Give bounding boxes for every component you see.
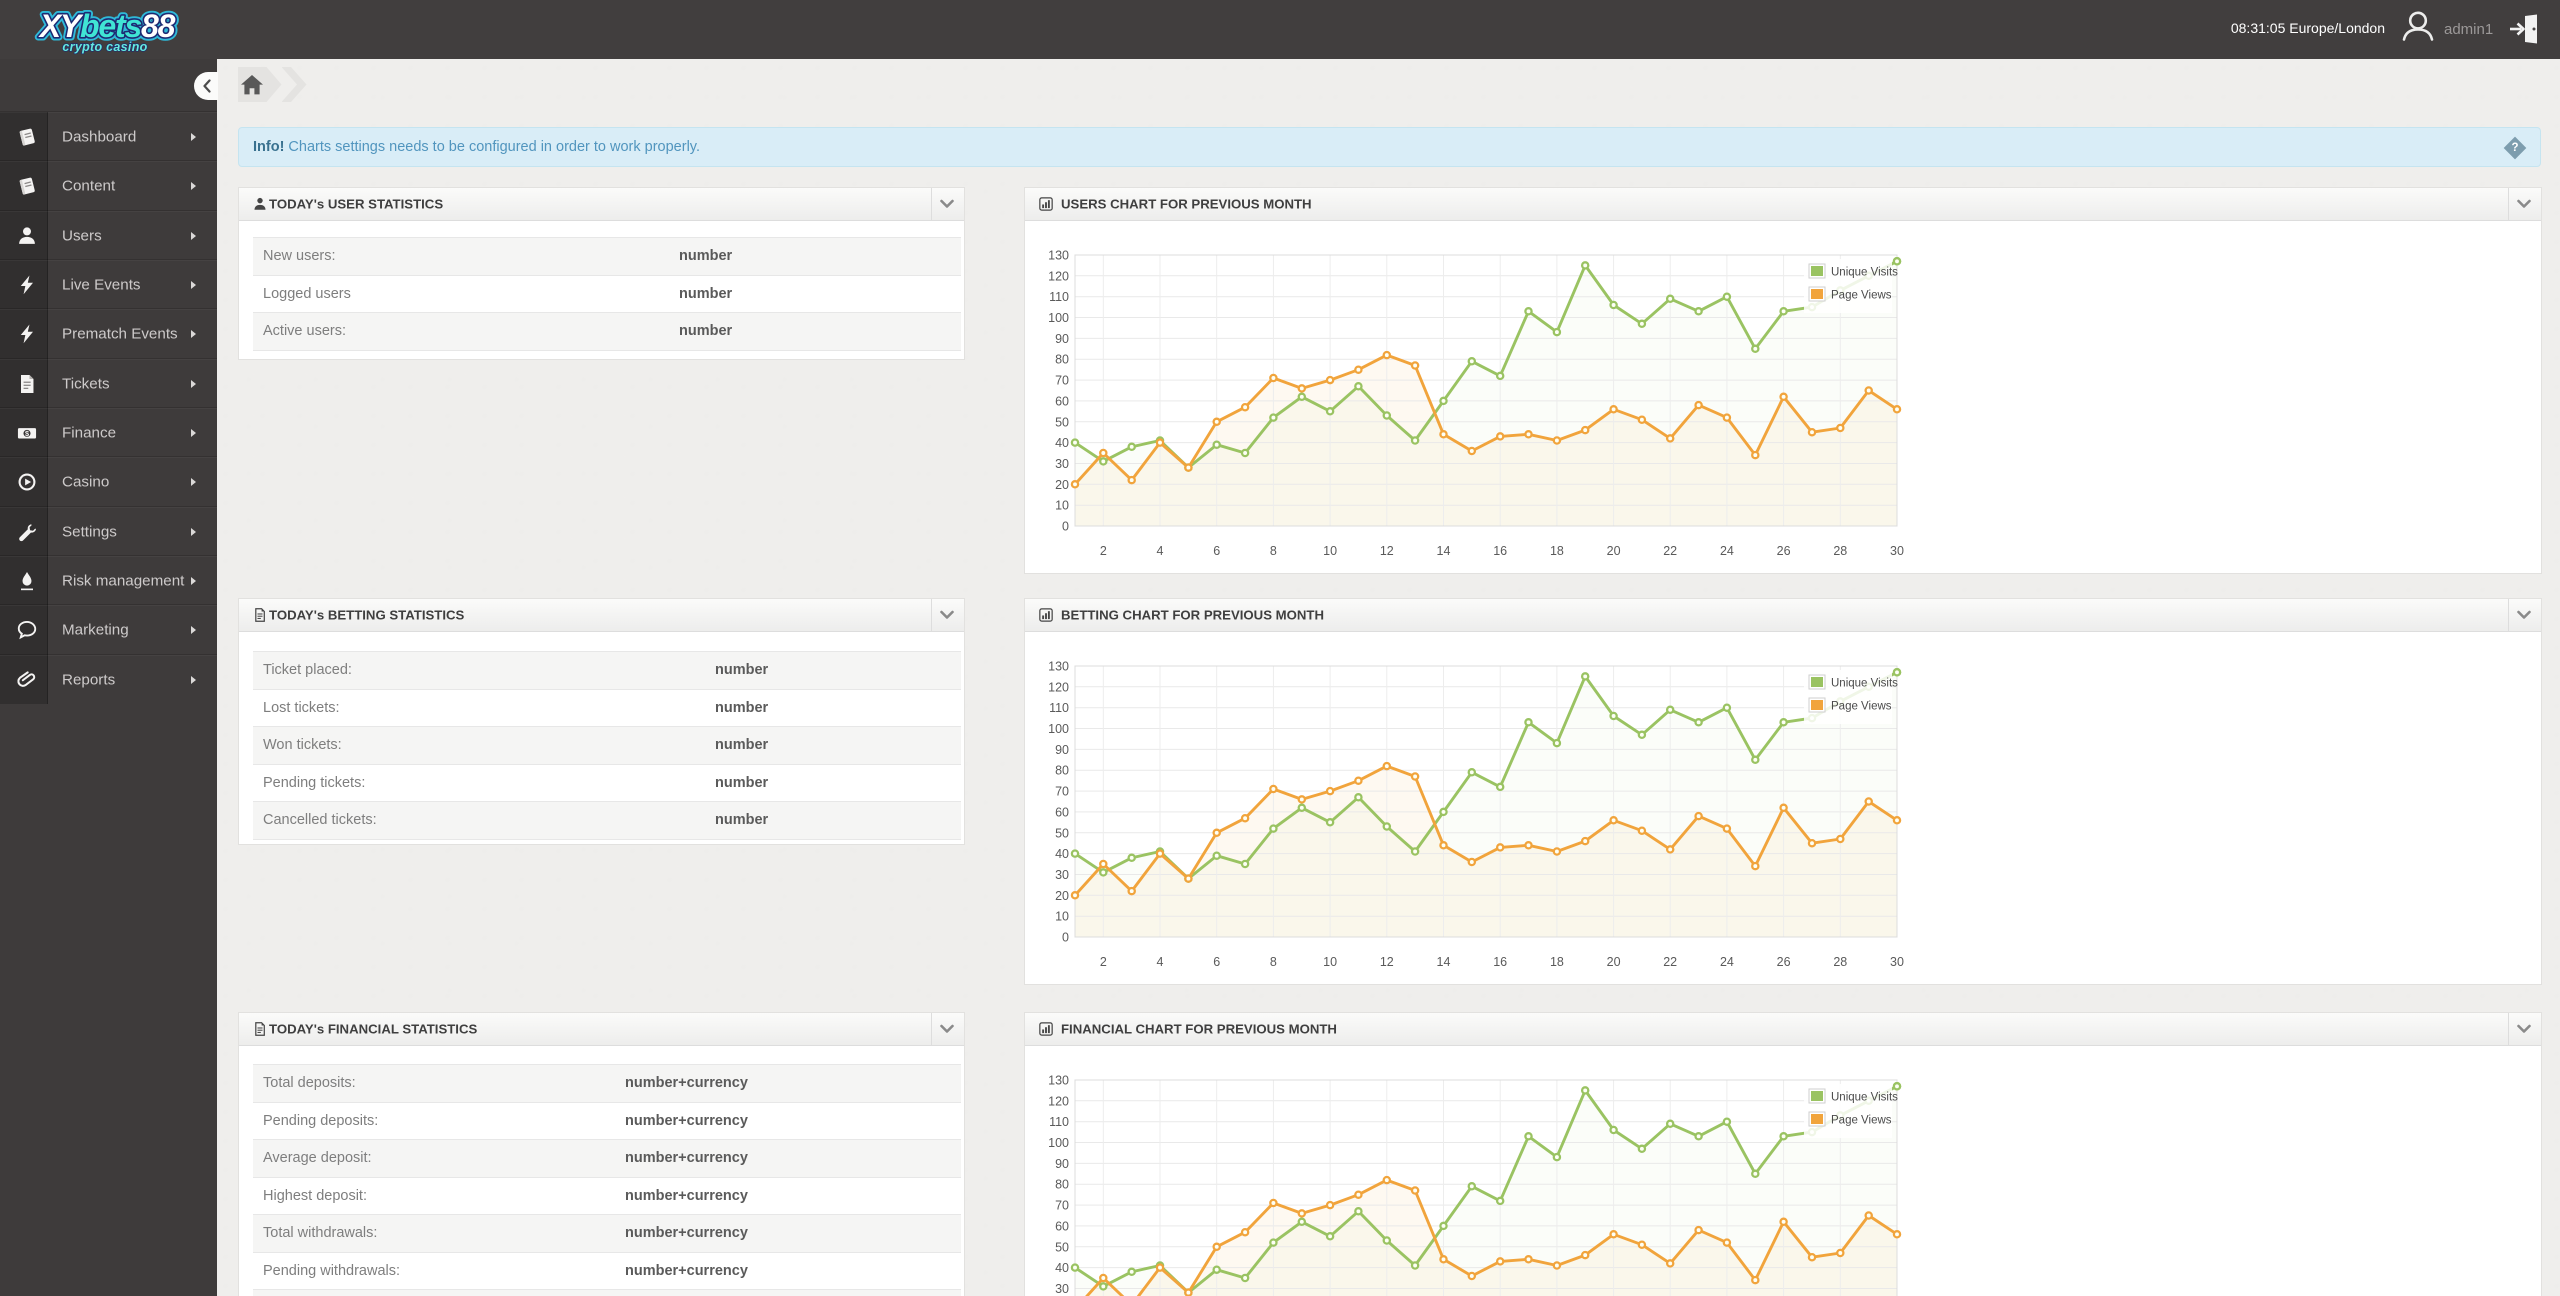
svg-text:12: 12 [1380,544,1394,558]
svg-text:16: 16 [1493,955,1507,969]
svg-text:50: 50 [1055,826,1069,840]
svg-text:18: 18 [1550,544,1564,558]
svg-text:10: 10 [1055,499,1069,513]
svg-text:14: 14 [1437,544,1451,558]
svg-text:0: 0 [1062,931,1069,945]
svg-text:28: 28 [1833,544,1847,558]
svg-text:130: 130 [1048,1074,1069,1088]
svg-text:10: 10 [1323,544,1337,558]
svg-text:50: 50 [1055,415,1069,429]
svg-text:24: 24 [1720,544,1734,558]
svg-text:XYbets88: XYbets88 [38,8,176,44]
svg-text:26: 26 [1777,544,1791,558]
svg-text:10: 10 [1055,910,1069,924]
svg-text:4: 4 [1157,544,1164,558]
svg-text:70: 70 [1055,785,1069,799]
svg-text:90: 90 [1055,743,1069,757]
svg-text:20: 20 [1607,544,1621,558]
svg-text:80: 80 [1055,764,1069,778]
svg-text:Unique Visits: Unique Visits [1831,678,1898,690]
svg-text:130: 130 [1048,249,1069,263]
svg-text:16: 16 [1493,544,1507,558]
svg-text:120: 120 [1048,269,1069,283]
svg-text:60: 60 [1055,805,1069,819]
svg-text:30: 30 [1055,457,1069,471]
svg-text:80: 80 [1055,1178,1069,1192]
svg-text:20: 20 [1055,478,1069,492]
svg-text:0: 0 [1062,520,1069,534]
svg-text:40: 40 [1055,1261,1069,1275]
svg-text:Page Views: Page Views [1831,1115,1892,1127]
svg-text:60: 60 [1055,394,1069,408]
svg-text:Unique Visits: Unique Visits [1831,1092,1898,1104]
svg-text:60: 60 [1055,1219,1069,1233]
svg-text:4: 4 [1157,955,1164,969]
svg-text:22: 22 [1663,955,1677,969]
svg-text:80: 80 [1055,353,1069,367]
svg-text:70: 70 [1055,374,1069,388]
svg-text:28: 28 [1833,955,1847,969]
svg-text:6: 6 [1213,544,1220,558]
svg-text:12: 12 [1380,955,1394,969]
svg-text:14: 14 [1437,955,1451,969]
svg-text:Page Views: Page Views [1831,701,1892,713]
svg-text:8: 8 [1270,955,1277,969]
svg-text:crypto casino: crypto casino [62,40,147,54]
svg-text:22: 22 [1663,544,1677,558]
svg-text:40: 40 [1055,436,1069,450]
svg-text:10: 10 [1323,955,1337,969]
svg-text:110: 110 [1049,1115,1069,1129]
svg-text:90: 90 [1055,332,1069,346]
svg-text:Unique Visits: Unique Visits [1831,267,1898,279]
svg-text:120: 120 [1048,680,1069,694]
svg-text:30: 30 [1055,868,1069,882]
svg-text:130: 130 [1048,660,1069,674]
svg-text:26: 26 [1777,955,1791,969]
svg-text:100: 100 [1048,311,1069,325]
svg-text:20: 20 [1607,955,1621,969]
svg-text:18: 18 [1550,955,1564,969]
svg-text:2: 2 [1100,544,1107,558]
svg-text:30: 30 [1890,955,1904,969]
svg-text:100: 100 [1048,1136,1069,1150]
svg-text:30: 30 [1890,544,1904,558]
svg-text:Page Views: Page Views [1831,290,1892,302]
svg-text:20: 20 [1055,889,1069,903]
svg-text:8: 8 [1270,544,1277,558]
svg-text:50: 50 [1055,1240,1069,1254]
svg-text:90: 90 [1055,1157,1069,1171]
svg-text:100: 100 [1048,722,1069,736]
svg-text:2: 2 [1100,955,1107,969]
svg-text:XYbets88: XYbets88 [38,8,176,44]
svg-text:40: 40 [1055,847,1069,861]
svg-text:120: 120 [1048,1094,1069,1108]
svg-text:110: 110 [1049,701,1069,715]
svg-text:70: 70 [1055,1199,1069,1213]
svg-text:30: 30 [1055,1282,1069,1296]
svg-text:24: 24 [1720,955,1734,969]
svg-text:$: $ [25,429,29,438]
svg-text:110: 110 [1049,290,1069,304]
svg-text:6: 6 [1213,955,1220,969]
